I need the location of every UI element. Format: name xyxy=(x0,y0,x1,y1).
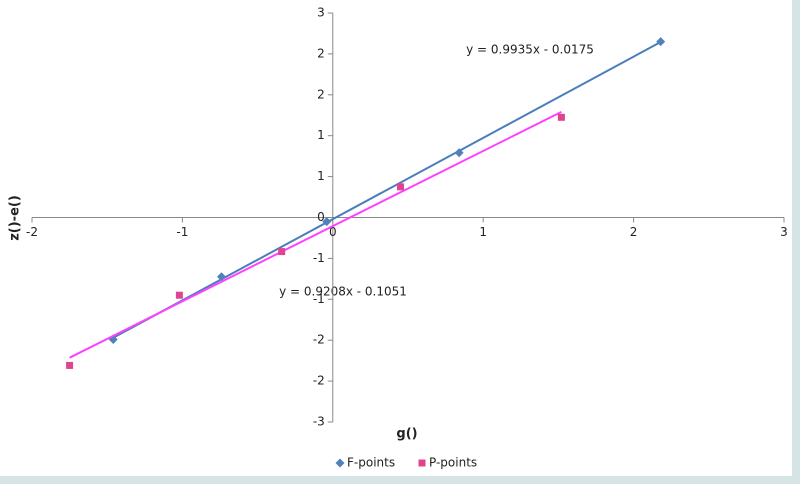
y-tick-label: -3 xyxy=(313,415,325,429)
point xyxy=(454,148,464,158)
legend-marker xyxy=(418,459,426,467)
chart-area xyxy=(0,0,792,476)
point xyxy=(217,272,227,282)
point xyxy=(175,291,183,299)
x-tick-label: -2 xyxy=(26,225,38,239)
y-tick-label: 1 xyxy=(317,128,325,142)
y-tick-label: 3 xyxy=(317,6,325,20)
trendline xyxy=(69,110,562,359)
y-tick-label: 2 xyxy=(317,87,325,101)
annotation: y = 0.9208x - 0.1051 xyxy=(279,285,407,299)
x-tick-label: 2 xyxy=(630,225,638,239)
legend-label: P-points xyxy=(429,456,477,470)
point xyxy=(656,37,666,47)
x-axis-title: g() xyxy=(396,427,417,442)
y-tick-label: 2 xyxy=(317,46,325,60)
y-tick-label: -2 xyxy=(313,333,325,347)
point xyxy=(396,183,404,191)
y-tick-label: 0 xyxy=(317,210,325,224)
y-tick-label: -1 xyxy=(313,292,325,306)
x-tick-label: -1 xyxy=(176,225,188,239)
y-axis-title: z()-e() xyxy=(8,195,23,241)
point xyxy=(66,361,74,369)
x-tick-label: 3 xyxy=(780,225,788,239)
y-tick-label: 1 xyxy=(317,169,325,183)
x-tick-label: 0 xyxy=(329,225,337,239)
annotation: y = 0.9935x - 0.0175 xyxy=(466,43,594,57)
legend-label: F-points xyxy=(347,456,395,470)
point xyxy=(278,248,286,256)
y-tick-label: -2 xyxy=(313,374,325,388)
point xyxy=(557,113,565,121)
point xyxy=(322,217,332,227)
trendline xyxy=(112,41,662,339)
x-tick-label: 1 xyxy=(479,225,487,239)
legend-marker xyxy=(335,458,345,468)
y-tick-label: -1 xyxy=(313,251,325,265)
